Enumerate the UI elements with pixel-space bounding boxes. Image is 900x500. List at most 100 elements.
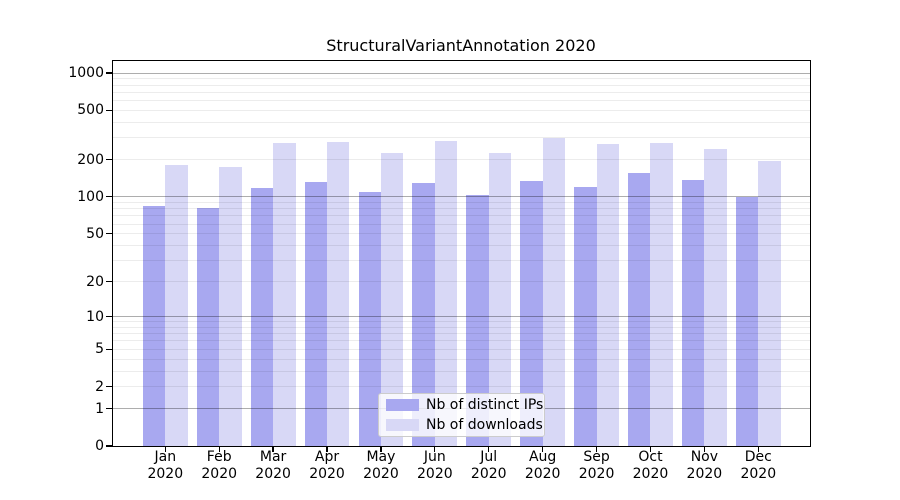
- plot-area: [113, 61, 810, 446]
- y-tick-10: [106, 315, 113, 318]
- bar-ips-3: [304, 181, 328, 446]
- gridline-minor-40: [113, 245, 810, 246]
- x-tick-label-7: Aug 2020: [513, 449, 573, 483]
- x-tick-label-year-9: 2020: [632, 466, 669, 482]
- bar-downloads-5: [434, 140, 458, 446]
- gridline-minor-800: [113, 84, 810, 86]
- gridline-major-100: [113, 196, 810, 198]
- x-tick-label-month-5: Jun: [423, 449, 446, 465]
- x-tick-label-year-6: 2020: [470, 466, 507, 482]
- x-tick-label-month-3: Apr: [314, 449, 340, 465]
- y-tick-1000: [106, 72, 113, 74]
- bar-downloads-6: [488, 153, 512, 446]
- gridline-minor-70: [113, 215, 810, 217]
- legend-label-downloads: Nb of downloads: [426, 417, 543, 433]
- y-tick-label-2: 2: [95, 378, 104, 395]
- x-tick-7: [542, 446, 544, 452]
- bar-downloads-0: [165, 164, 188, 446]
- gridline-minor-500: [113, 109, 810, 111]
- y-tick-200: [106, 159, 113, 161]
- x-tick-9: [649, 446, 652, 452]
- gridline-minor-900: [113, 78, 810, 80]
- x-tick-label-year-0: 2020: [147, 466, 184, 482]
- x-tick-label-month-6: Jul: [480, 449, 498, 465]
- y-tick-label-50: 50: [86, 225, 104, 242]
- bar-ips-10: [681, 180, 705, 446]
- y-tick-1: [106, 407, 113, 410]
- x-tick-label-6: Jul 2020: [459, 449, 519, 483]
- y-tick-2: [106, 386, 113, 388]
- x-tick-label-1: Feb 2020: [189, 449, 249, 483]
- y-tick-label-1000: 1000: [68, 65, 104, 81]
- bar-ips-5: [412, 183, 435, 446]
- x-tick-label-9: Oct 2020: [620, 449, 680, 483]
- y-tick-label-1: 1: [95, 400, 104, 417]
- x-tick-label-year-8: 2020: [578, 466, 615, 482]
- x-tick-label-10: Nov 2020: [674, 449, 734, 483]
- y-tick-5: [106, 348, 113, 350]
- x-tick-label-month-4: May: [366, 449, 396, 465]
- x-tick-1: [218, 446, 220, 452]
- x-tick-label-5: Jun 2020: [405, 449, 465, 483]
- gridline-major-1000: [113, 72, 810, 74]
- gridline-minor-8: [113, 326, 810, 328]
- bar-downloads-4: [380, 153, 404, 446]
- y-tick-label-200: 200: [77, 151, 104, 168]
- y-tick-label-500: 500: [77, 102, 104, 119]
- y-tick-label-100: 100: [77, 188, 104, 205]
- gridline-minor-3: [113, 370, 810, 372]
- x-tick-6: [488, 446, 490, 452]
- bar-ips-1: [196, 208, 220, 446]
- x-tick-label-month-9: Oct: [638, 449, 663, 465]
- y-tick-label-20: 20: [86, 273, 104, 290]
- gridline-minor-4: [113, 358, 810, 360]
- y-tick-label-0: 0: [95, 438, 104, 454]
- gridline-minor-7: [113, 333, 810, 335]
- bar-downloads-3: [327, 141, 350, 446]
- x-tick-label-month-0: Jan: [154, 449, 177, 465]
- bar-downloads-11: [758, 161, 781, 446]
- x-tick-label-year-7: 2020: [524, 466, 561, 482]
- bar-ips-7: [520, 181, 543, 446]
- gridline-minor-2: [113, 386, 810, 388]
- y-tick-500: [106, 109, 113, 112]
- x-tick-label-year-3: 2020: [309, 466, 345, 482]
- x-tick-label-4: May 2020: [351, 449, 411, 483]
- bar-ips-8: [574, 186, 597, 446]
- legend-label-distinct-ips: Nb of distinct IPs: [426, 397, 544, 413]
- y-tick-50: [106, 233, 113, 235]
- bar-downloads-8: [596, 143, 619, 446]
- chart-title: StructuralVariantAnnotation 2020: [326, 36, 596, 55]
- x-tick-2: [272, 446, 274, 452]
- gridline-minor-300: [113, 137, 810, 139]
- x-tick-label-month-1: Feb: [206, 449, 232, 465]
- gridline-minor-80: [113, 208, 810, 210]
- y-tick-20: [106, 280, 113, 283]
- bar-ips-0: [142, 205, 166, 446]
- x-tick-label-year-2: 2020: [255, 466, 291, 482]
- x-tick-11: [757, 446, 759, 452]
- x-tick-label-year-10: 2020: [686, 466, 723, 482]
- legend-item-distinct-ips: Nb of distinct IPs: [386, 397, 544, 413]
- x-tick-label-year-4: 2020: [363, 466, 399, 482]
- legend-item-downloads: Nb of downloads: [386, 417, 544, 433]
- x-tick-label-year-1: 2020: [201, 466, 238, 482]
- x-tick-label-month-7: Aug: [528, 449, 557, 465]
- x-tick-label-month-2: Mar: [259, 449, 287, 465]
- x-tick-label-month-11: Dec: [744, 449, 772, 465]
- gridline-major-10: [113, 316, 810, 318]
- bar-ips-4: [358, 191, 381, 446]
- x-tick-label-2: Mar 2020: [243, 449, 303, 483]
- gridline-minor-20: [113, 281, 810, 283]
- x-tick-label-11: Dec 2020: [728, 449, 788, 483]
- gridline-minor-50: [113, 233, 810, 235]
- legend-swatch-downloads: [386, 419, 419, 431]
- bar-ips-2: [250, 187, 274, 446]
- legend: Nb of distinct IPs Nb of downloads: [378, 393, 545, 437]
- x-tick-label-3: Apr 2020: [297, 449, 357, 483]
- bar-downloads-9: [650, 142, 673, 446]
- gridline-minor-400: [113, 121, 810, 123]
- y-tick-0: [106, 445, 113, 447]
- x-tick-10: [703, 446, 706, 452]
